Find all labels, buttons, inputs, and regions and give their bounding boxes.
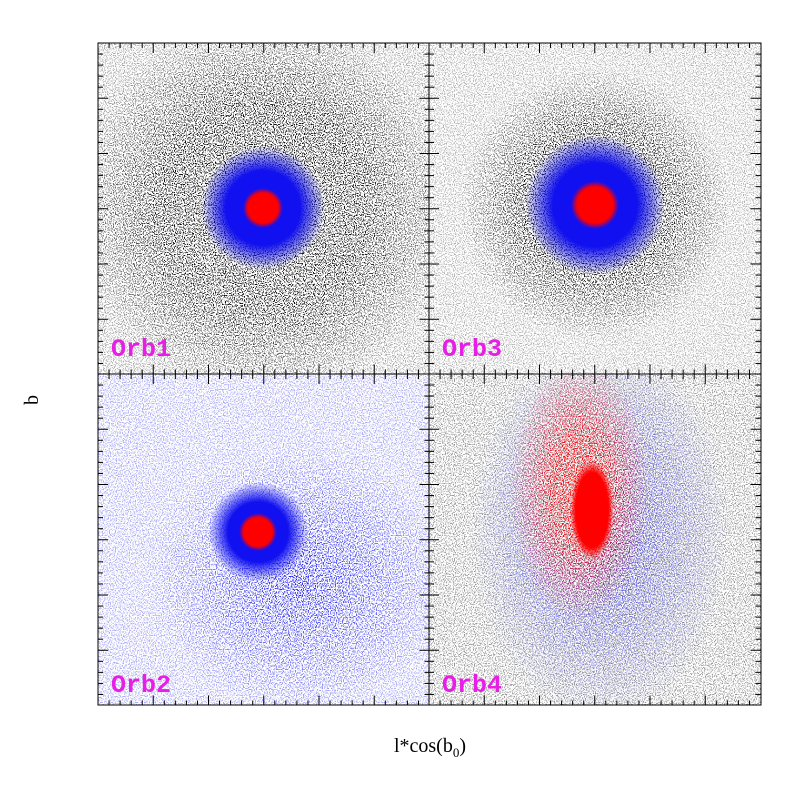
point-cloud: [429, 43, 761, 374]
panel-label: Orb4: [442, 671, 502, 700]
point-cloud: [429, 374, 761, 705]
x-axis-label-text: l*cos(b: [394, 735, 453, 757]
panel-label: Orb2: [111, 671, 171, 700]
panel-label: Orb1: [111, 335, 171, 364]
point-cloud: [98, 43, 429, 374]
ticks: [98, 43, 761, 706]
panel-label: Orb3: [442, 335, 502, 364]
x-axis-label: l*cos(b0): [394, 735, 466, 760]
x-axis-label-end: ): [459, 735, 466, 757]
x-axis-label-sub: 0: [453, 745, 460, 760]
point-cloud: [98, 374, 429, 705]
y-axis-label: b: [21, 395, 43, 405]
